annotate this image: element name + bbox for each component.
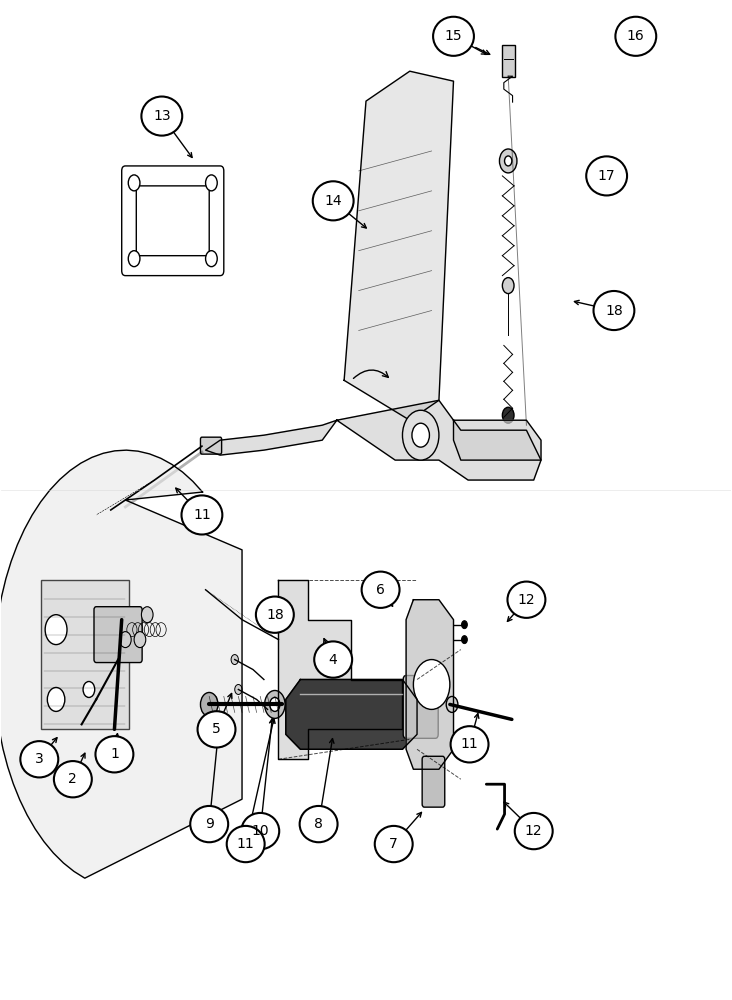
Circle shape (48, 687, 65, 711)
Ellipse shape (256, 597, 294, 633)
Circle shape (270, 697, 280, 711)
Polygon shape (0, 450, 242, 878)
Ellipse shape (95, 736, 133, 772)
Circle shape (235, 684, 242, 694)
Ellipse shape (375, 826, 413, 862)
Polygon shape (406, 600, 454, 769)
FancyBboxPatch shape (42, 580, 129, 729)
Ellipse shape (314, 641, 352, 678)
Text: 3: 3 (35, 752, 44, 766)
Text: 13: 13 (153, 109, 171, 123)
FancyBboxPatch shape (201, 437, 222, 454)
Text: 10: 10 (252, 824, 269, 838)
Text: 8: 8 (314, 817, 323, 831)
Circle shape (201, 692, 218, 716)
Text: 18: 18 (266, 608, 284, 622)
Circle shape (502, 407, 514, 423)
Circle shape (45, 615, 67, 645)
Ellipse shape (198, 711, 236, 748)
Text: 9: 9 (205, 817, 214, 831)
Text: 16: 16 (627, 29, 645, 43)
Ellipse shape (54, 761, 92, 797)
Circle shape (119, 632, 131, 648)
Ellipse shape (313, 181, 354, 220)
Circle shape (412, 423, 430, 447)
Ellipse shape (451, 726, 488, 762)
Circle shape (134, 632, 146, 648)
Circle shape (265, 690, 285, 718)
Circle shape (447, 696, 458, 712)
Ellipse shape (362, 572, 400, 608)
Circle shape (462, 621, 467, 629)
FancyBboxPatch shape (94, 607, 142, 663)
Ellipse shape (433, 17, 474, 56)
Text: 6: 6 (376, 583, 385, 597)
Ellipse shape (227, 826, 265, 862)
Ellipse shape (299, 806, 337, 842)
Ellipse shape (515, 813, 553, 849)
Circle shape (206, 175, 217, 191)
Text: 11: 11 (460, 737, 479, 751)
Text: 14: 14 (324, 194, 342, 208)
Ellipse shape (182, 495, 223, 535)
Polygon shape (454, 420, 541, 460)
Text: 2: 2 (69, 772, 78, 786)
Circle shape (141, 607, 153, 623)
Text: 4: 4 (329, 653, 337, 667)
Ellipse shape (190, 806, 228, 842)
Circle shape (206, 251, 217, 267)
FancyBboxPatch shape (422, 756, 445, 807)
Text: 11: 11 (237, 837, 255, 851)
Polygon shape (337, 400, 541, 480)
FancyBboxPatch shape (403, 676, 438, 738)
Circle shape (128, 175, 140, 191)
Circle shape (128, 251, 140, 267)
Circle shape (403, 410, 439, 460)
Circle shape (504, 156, 512, 166)
Text: 15: 15 (445, 29, 463, 43)
Circle shape (414, 660, 450, 709)
Polygon shape (285, 680, 417, 749)
Ellipse shape (594, 291, 635, 330)
Text: 7: 7 (389, 837, 398, 851)
Ellipse shape (507, 582, 545, 618)
Text: 1: 1 (110, 747, 119, 761)
Text: 12: 12 (525, 824, 542, 838)
Polygon shape (206, 420, 337, 455)
Ellipse shape (141, 97, 182, 136)
Text: 11: 11 (193, 508, 211, 522)
FancyBboxPatch shape (501, 45, 515, 77)
Ellipse shape (20, 741, 59, 777)
Circle shape (462, 636, 467, 644)
Circle shape (499, 149, 517, 173)
Ellipse shape (242, 813, 279, 849)
Circle shape (231, 655, 239, 665)
Circle shape (83, 681, 94, 697)
Polygon shape (278, 580, 403, 759)
Text: 12: 12 (518, 593, 535, 607)
Polygon shape (344, 71, 454, 420)
Ellipse shape (616, 17, 656, 56)
Circle shape (502, 278, 514, 294)
Text: 18: 18 (605, 304, 623, 318)
Text: 17: 17 (598, 169, 616, 183)
Text: 5: 5 (212, 722, 221, 736)
Ellipse shape (586, 156, 627, 195)
